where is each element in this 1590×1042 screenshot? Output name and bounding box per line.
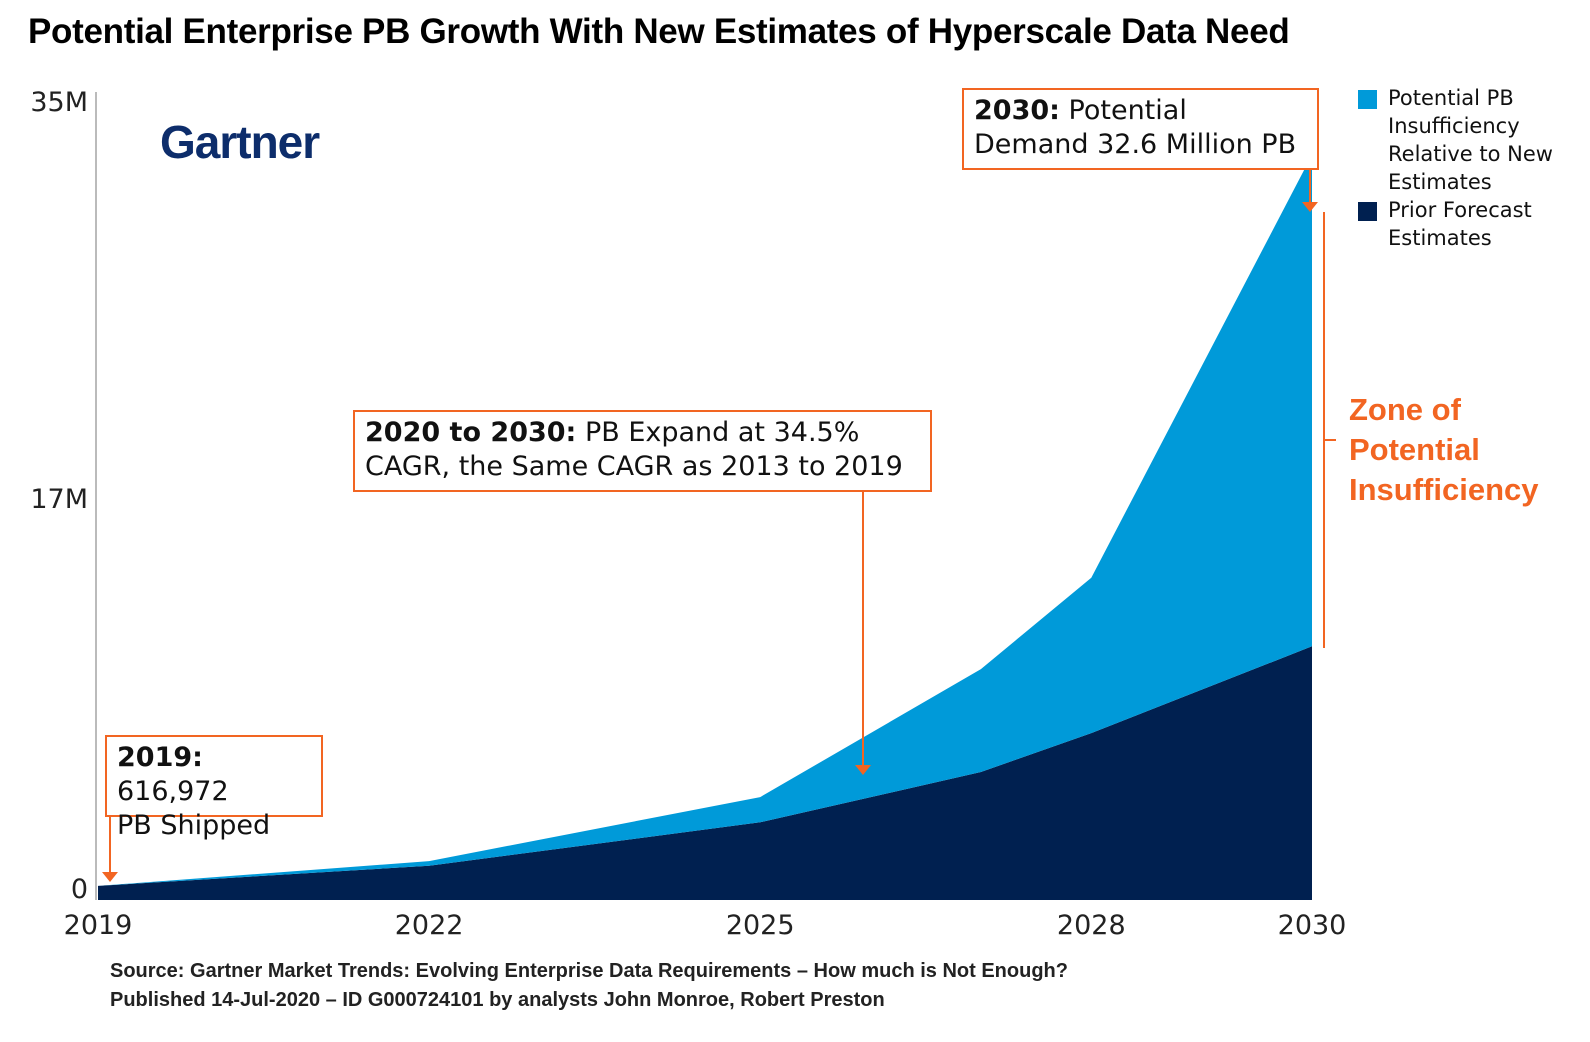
source-note: Source: Gartner Market Trends: Evolving … xyxy=(110,957,1068,1015)
legend-item-insufficiency: Potential PB Insufficiency Relative to N… xyxy=(1358,84,1583,196)
legend-label-insufficiency: Potential PB Insufficiency Relative to N… xyxy=(1388,86,1553,194)
chart-title: Potential Enterprise PB Growth With New … xyxy=(28,12,1290,51)
source-line2: Published 14-Jul-2020 – ID G000724101 by… xyxy=(110,989,885,1011)
gartner-logo: Gartner xyxy=(160,116,320,168)
y-tick-label: 0 xyxy=(71,874,88,905)
callout-2030: 2030: Potential Demand 32.6 Million PB xyxy=(962,88,1319,170)
legend-item-prior: Prior Forecast Estimates xyxy=(1358,196,1583,252)
arrow-cagr-head xyxy=(855,765,871,775)
callout-2019: 2019: 616,972 PB Shipped xyxy=(105,735,323,841)
callout-cagr-bold: 2020 to 2030: xyxy=(365,417,577,448)
zone-label: Zone of Potential Insufficiency xyxy=(1349,390,1539,510)
x-tick-label: 2019 xyxy=(64,910,133,941)
x-tick-label: 2022 xyxy=(395,910,464,941)
area-series-0 xyxy=(98,646,1312,900)
x-tick-labels: 2019 2022 2025 2028 2030 xyxy=(64,910,1347,941)
callout-2019-text1: 616,972 xyxy=(117,776,229,807)
zone-label-line2: Potential xyxy=(1349,432,1480,467)
y-tick-labels: 35M 17M 0 xyxy=(30,87,88,905)
zone-label-line3: Insufficiency xyxy=(1349,472,1539,507)
y-tick-label: 35M xyxy=(30,87,88,118)
callout-2030-text1: Potential xyxy=(1059,95,1187,126)
annotation-arrows xyxy=(102,170,1336,882)
callout-cagr-text2: CAGR, the Same CAGR as 2013 to 2019 xyxy=(365,451,903,482)
source-line1: Source: Gartner Market Trends: Evolving … xyxy=(110,960,1068,982)
callout-2019-text2: PB Shipped xyxy=(117,810,271,841)
area-series-1 xyxy=(98,154,1312,886)
callout-cagr-text1: PB Expand at 34.5% xyxy=(576,417,860,448)
callout-2030-bold: 2030: xyxy=(974,95,1060,126)
callout-cagr: 2020 to 2030: PB Expand at 34.5% CAGR, t… xyxy=(353,410,932,492)
callout-2019-bold: 2019: xyxy=(117,742,203,773)
chart-areas xyxy=(98,154,1312,900)
arrow-2019-head xyxy=(102,872,118,882)
legend: Potential PB Insufficiency Relative to N… xyxy=(1358,84,1583,252)
legend-swatch-prior xyxy=(1358,202,1377,221)
x-tick-label: 2025 xyxy=(726,910,795,941)
x-tick-label: 2030 xyxy=(1278,910,1347,941)
legend-label-prior: Prior Forecast Estimates xyxy=(1388,198,1532,250)
legend-swatch-insufficiency xyxy=(1358,90,1377,109)
zone-label-line1: Zone of xyxy=(1349,392,1461,427)
x-tick-label: 2028 xyxy=(1057,910,1126,941)
arrow-2030-head xyxy=(1302,202,1318,212)
y-tick-label: 17M xyxy=(30,484,88,515)
callout-2030-text2: Demand 32.6 Million PB xyxy=(974,129,1297,160)
